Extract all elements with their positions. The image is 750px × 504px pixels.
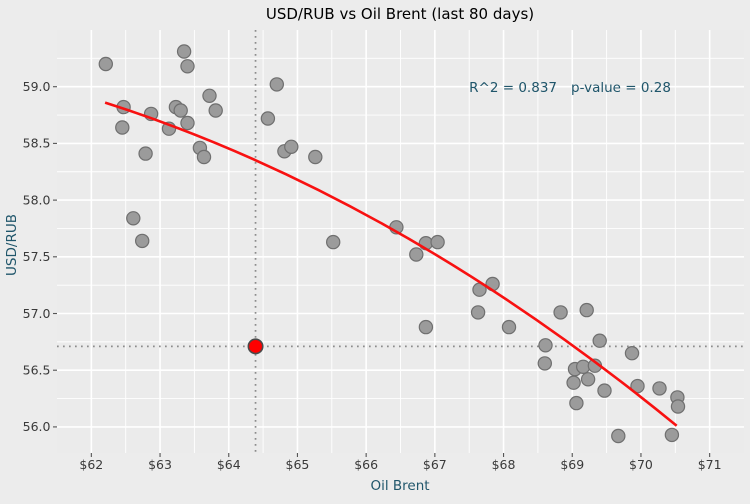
scatter-point: [284, 139, 299, 154]
scatter-point: [664, 427, 680, 443]
y-axis-title: USD/RUB: [4, 214, 20, 276]
x-tick-label: $70: [629, 457, 653, 472]
scatter-point: [409, 247, 424, 262]
y-tick-label: 58.0: [23, 192, 51, 207]
scatter-point: [501, 319, 517, 335]
scatter-point: [308, 149, 323, 165]
scatter-point: [537, 356, 553, 371]
scatter-point: [566, 375, 581, 390]
y-tick-label: 56.0: [23, 419, 51, 434]
x-tick-label: $63: [148, 457, 172, 472]
scatter-point: [196, 149, 212, 165]
scatter-point: [115, 120, 130, 135]
x-tick-label: $67: [423, 457, 447, 472]
scatter-point: [611, 428, 626, 444]
scatter-point: [630, 378, 645, 394]
x-axis-tick-labels: $62 $63 $64 $65 $66 $67 $68 $69 $70 $71: [79, 457, 721, 472]
scatter-point: [98, 56, 114, 72]
scatter-point: [553, 305, 568, 320]
p-value-annotation: p-value = 0.28: [571, 80, 671, 96]
chart-title: USD/RUB vs Oil Brent (last 80 days): [266, 5, 534, 23]
y-tick-label: 59.0: [23, 79, 51, 94]
scatter-point: [326, 234, 341, 250]
scatter-point: [592, 333, 607, 348]
trend-line: [104, 101, 678, 427]
y-tick-label: 57.0: [23, 306, 51, 321]
scatter-point: [470, 305, 486, 320]
y-axis-tick-labels: 56.0 56.5 57.0 57.5 58.0 58.5 59.0: [23, 79, 51, 434]
scatter-point: [176, 44, 192, 59]
scatter-point: [173, 103, 188, 118]
scatter-point: [269, 77, 284, 92]
scatter-point: [597, 383, 612, 398]
scatter-point: [180, 59, 195, 74]
scatter-point: [652, 381, 667, 396]
x-tick-label: $71: [698, 457, 722, 472]
scatter-point: [260, 111, 276, 126]
scatter-point: [418, 319, 434, 335]
y-tick-label: 58.5: [23, 136, 51, 151]
scatter-point: [624, 346, 640, 361]
scatter-point: [134, 233, 150, 249]
highlight-point-marker: [247, 338, 264, 355]
scatter-point: [180, 115, 195, 131]
x-tick-label: $69: [560, 457, 584, 472]
minor-gridlines: [57, 30, 744, 453]
scatter-point: [208, 103, 223, 118]
scatter-point: [579, 302, 594, 318]
scatter-points: [98, 44, 686, 444]
scatter-point: [569, 395, 584, 411]
x-tick-label: $68: [492, 457, 516, 472]
x-tick-label: $64: [217, 457, 241, 472]
x-tick-label: $66: [354, 457, 378, 472]
scatter-point: [202, 88, 217, 104]
scatter-point: [670, 399, 686, 414]
scatter-point: [580, 372, 596, 387]
scatter-point: [138, 146, 153, 161]
x-tick-label: $62: [79, 457, 103, 472]
axis-tick-marks: [53, 86, 711, 457]
x-axis-title: Oil Brent: [370, 478, 429, 494]
scatter-point: [430, 234, 445, 250]
x-tick-label: $65: [286, 457, 310, 472]
y-tick-label: 57.5: [23, 249, 51, 264]
y-tick-label: 56.5: [23, 363, 51, 378]
scatter-point: [126, 211, 141, 226]
scatter-point: [538, 338, 553, 353]
r-squared-annotation: R^2 = 0.837: [469, 80, 557, 96]
